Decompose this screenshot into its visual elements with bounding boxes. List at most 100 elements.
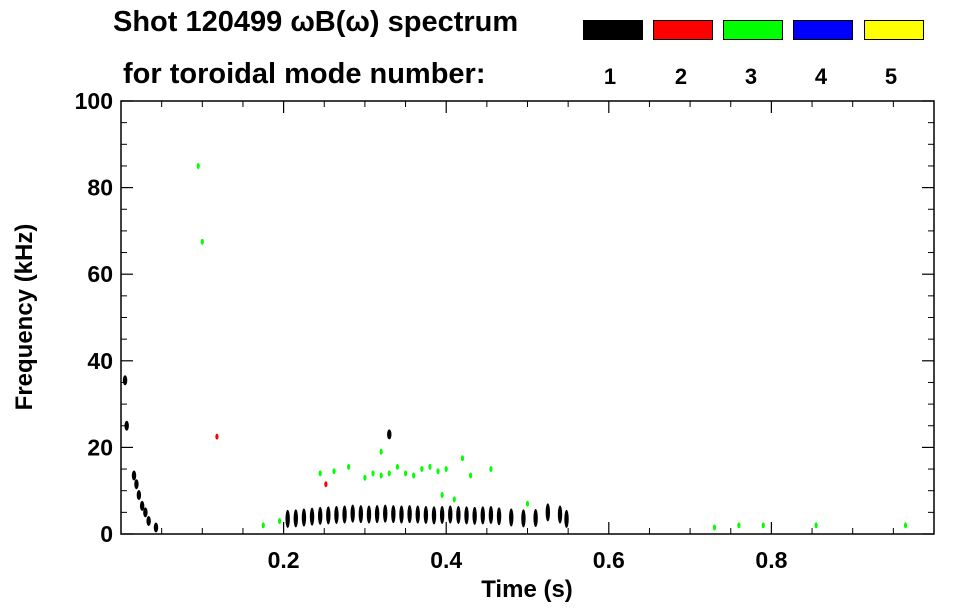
mode-1-point bbox=[139, 500, 145, 511]
mode-1-point bbox=[374, 505, 380, 524]
legend-swatch-2 bbox=[653, 20, 713, 40]
mode-3-point bbox=[379, 472, 383, 479]
mode-3-point bbox=[332, 468, 336, 475]
mode-3-point bbox=[737, 522, 741, 529]
mode-1-point bbox=[407, 505, 412, 524]
x-tick-label: 0.8 bbox=[755, 547, 787, 573]
mode-1-point bbox=[399, 505, 404, 524]
mode-1-point bbox=[545, 503, 551, 522]
x-tick-label: 0.6 bbox=[593, 547, 625, 573]
mode-1-point bbox=[383, 504, 388, 523]
mode-3-point bbox=[525, 500, 530, 507]
legend-label-3: 3 bbox=[744, 64, 758, 89]
chart-title-line1: Shot 120499 ωB(ω) spectrum bbox=[113, 6, 519, 38]
mode-3-point bbox=[318, 470, 322, 477]
mode-3-point bbox=[196, 162, 200, 169]
mode-3-point bbox=[436, 468, 440, 475]
y-tick-label: 20 bbox=[87, 434, 113, 460]
y-tick-label: 60 bbox=[87, 261, 113, 287]
mode-1-point bbox=[415, 505, 420, 524]
mode-3-point bbox=[444, 466, 448, 473]
mode-1-point bbox=[387, 429, 392, 440]
mode-1-point bbox=[136, 490, 142, 501]
mode-1-point bbox=[146, 516, 151, 527]
mode-1-point bbox=[153, 522, 159, 533]
y-tick-label: 100 bbox=[75, 88, 113, 114]
mode-3-point bbox=[460, 455, 465, 462]
y-tick-label: 80 bbox=[87, 175, 113, 201]
data-marks bbox=[122, 162, 908, 533]
mode-2-point bbox=[215, 433, 219, 440]
mode-3-point bbox=[387, 470, 391, 477]
mode-1-point bbox=[456, 505, 461, 524]
mode-2-point bbox=[324, 481, 328, 488]
mode-1-point bbox=[134, 479, 139, 490]
mode-1-point bbox=[464, 506, 469, 525]
mode-1-point bbox=[557, 505, 563, 524]
legend-label-2: 2 bbox=[674, 64, 688, 89]
legend-swatch-5 bbox=[864, 20, 924, 40]
mode-1-point bbox=[391, 505, 396, 524]
y-axis-label: Frequency (kHz) bbox=[11, 224, 38, 411]
mode-1-point bbox=[122, 375, 128, 386]
mode-3-point bbox=[277, 518, 282, 525]
mode-1-point bbox=[317, 506, 323, 525]
mode-3-point bbox=[761, 522, 765, 529]
mode-1-point bbox=[131, 470, 137, 481]
mode-3-point bbox=[395, 463, 400, 470]
mode-1-point bbox=[309, 507, 315, 526]
y-tick-label: 0 bbox=[100, 521, 113, 547]
legend-label-4: 4 bbox=[814, 64, 828, 89]
mode-1-point bbox=[285, 509, 290, 528]
mode-1-point bbox=[423, 505, 429, 524]
mode-1-point bbox=[488, 505, 494, 524]
mode-3-point bbox=[363, 474, 367, 481]
legend-swatch-4 bbox=[793, 20, 853, 40]
y-tick-label: 40 bbox=[87, 348, 113, 374]
mode-3-point bbox=[440, 492, 444, 499]
mode-1-point bbox=[439, 505, 445, 524]
mode-1-point bbox=[293, 509, 298, 528]
mode-3-point bbox=[712, 524, 717, 531]
mode-1-point bbox=[448, 505, 453, 524]
mode-1-point bbox=[496, 507, 502, 526]
mode-3-point bbox=[371, 470, 375, 477]
mode-1-point bbox=[509, 508, 514, 527]
mode-1-point bbox=[124, 420, 129, 431]
mode-1-point bbox=[431, 506, 437, 525]
mode-3-point bbox=[489, 466, 493, 473]
mode-1-point bbox=[480, 506, 485, 525]
mode-1-point bbox=[472, 506, 477, 525]
mode-1-point bbox=[358, 505, 364, 524]
x-axis-label: Time (s) bbox=[481, 576, 573, 603]
mode-3-point bbox=[903, 522, 908, 529]
mode-3-point bbox=[412, 472, 416, 479]
x-tick-label: 0.2 bbox=[268, 547, 300, 573]
mode-3-point bbox=[347, 463, 351, 470]
legend-swatch-1 bbox=[583, 20, 643, 40]
mode-3-point bbox=[468, 472, 473, 479]
mode-1-point bbox=[564, 509, 569, 528]
legend-swatch-3 bbox=[723, 20, 783, 40]
mode-1-point bbox=[301, 508, 307, 527]
mode-3-point bbox=[403, 470, 408, 477]
mode-1-point bbox=[533, 508, 538, 527]
mode-1-point bbox=[350, 504, 355, 523]
axis-ticks: 0 20 40 60 80 100 0.2 0.4 0.6 0.8 bbox=[75, 88, 934, 573]
plot-frame bbox=[120, 100, 935, 535]
legend-label-5: 5 bbox=[884, 64, 898, 89]
mode-3-point bbox=[428, 463, 432, 470]
mode-1-point bbox=[334, 505, 339, 524]
legend-label-1: 1 bbox=[603, 64, 617, 89]
mode-3-point bbox=[452, 496, 456, 503]
mode-1-point bbox=[326, 506, 331, 525]
mode-1-point bbox=[366, 505, 372, 524]
mode-3-point bbox=[420, 466, 424, 473]
x-tick-label: 0.4 bbox=[430, 547, 462, 573]
mode-3-point bbox=[814, 522, 818, 529]
mode-1-point bbox=[342, 505, 347, 524]
mode-3-point bbox=[200, 238, 204, 245]
mode-1-point bbox=[521, 509, 526, 528]
chart-title-line2: for toroidal mode number: bbox=[123, 58, 486, 90]
